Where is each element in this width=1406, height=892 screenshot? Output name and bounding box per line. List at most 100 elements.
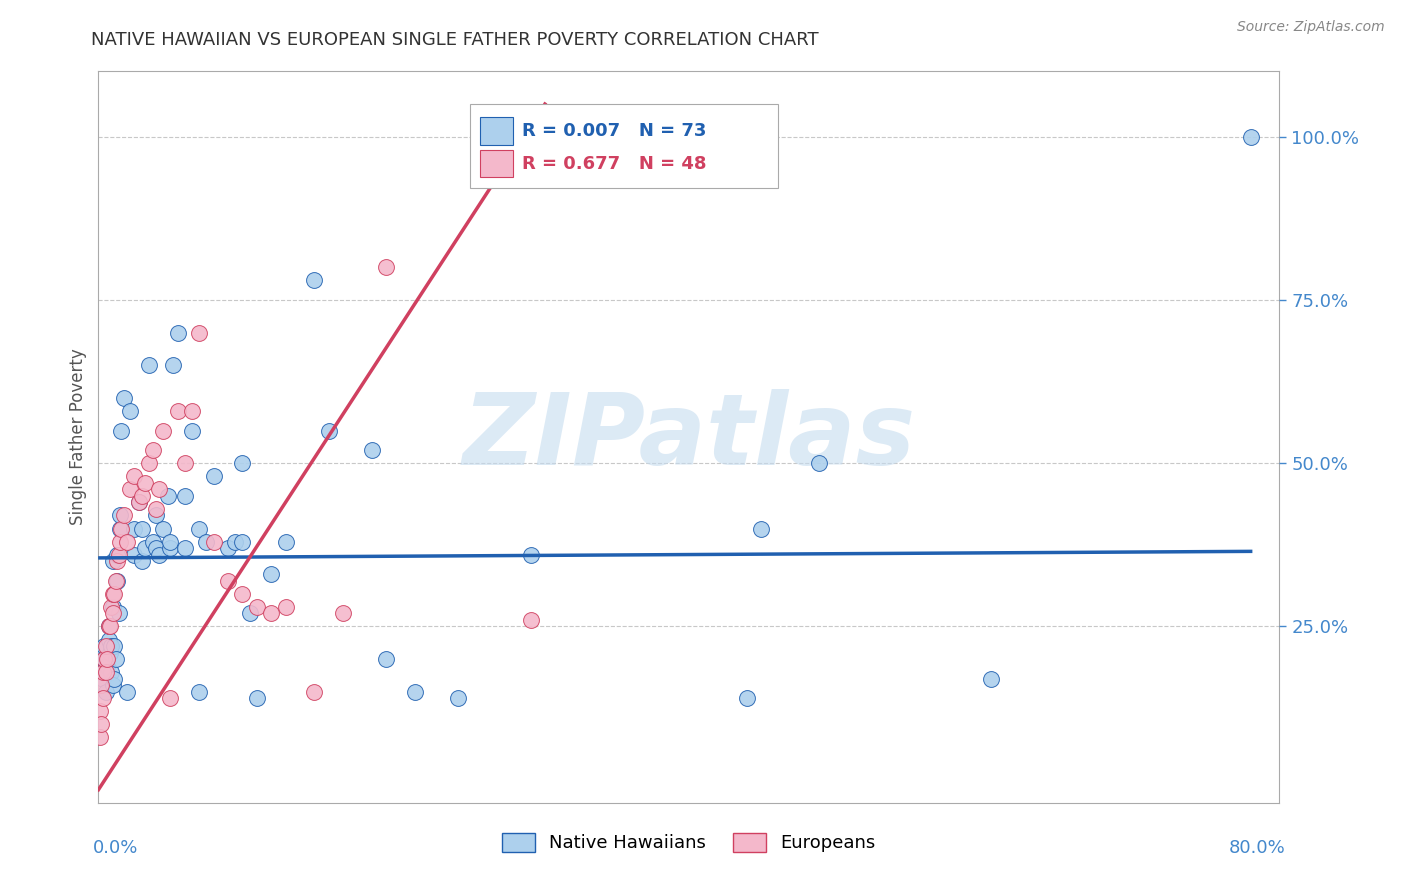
Point xyxy=(128,495,150,509)
Point xyxy=(134,541,156,555)
Point xyxy=(108,508,131,523)
Point xyxy=(260,607,283,621)
Point xyxy=(274,599,297,614)
Point xyxy=(173,489,195,503)
Point xyxy=(101,587,124,601)
Point xyxy=(142,443,165,458)
Point xyxy=(124,469,146,483)
Point xyxy=(128,495,150,509)
Point xyxy=(104,574,127,588)
FancyBboxPatch shape xyxy=(471,104,778,188)
Point xyxy=(104,652,127,666)
Point xyxy=(274,534,297,549)
Point xyxy=(89,705,111,719)
Point xyxy=(318,424,340,438)
Point xyxy=(152,424,174,438)
Point xyxy=(166,404,188,418)
Point xyxy=(89,652,111,666)
Point xyxy=(108,521,131,535)
Point xyxy=(115,534,138,549)
Point xyxy=(807,456,830,470)
Point xyxy=(94,639,117,653)
Point xyxy=(112,508,135,523)
Text: 0.0%: 0.0% xyxy=(93,839,138,857)
Point xyxy=(134,475,156,490)
Point xyxy=(173,541,195,555)
Point xyxy=(105,574,128,588)
Point xyxy=(90,717,112,731)
Point xyxy=(246,691,269,706)
Point xyxy=(142,534,165,549)
Point xyxy=(519,613,541,627)
Point xyxy=(96,658,118,673)
Point xyxy=(101,678,124,692)
Point xyxy=(202,469,225,483)
Point xyxy=(148,548,170,562)
Point xyxy=(108,534,131,549)
Point xyxy=(332,607,354,621)
Point xyxy=(231,587,253,601)
Point xyxy=(101,599,124,614)
Point xyxy=(162,358,184,372)
Point xyxy=(195,534,218,549)
Point xyxy=(107,607,129,621)
Point xyxy=(159,541,181,555)
Point xyxy=(94,665,117,680)
Point xyxy=(145,502,167,516)
Point xyxy=(105,548,128,562)
Point xyxy=(94,685,117,699)
Point xyxy=(173,456,195,470)
Point xyxy=(145,508,167,523)
Legend: Native Hawaiians, Europeans: Native Hawaiians, Europeans xyxy=(495,826,883,860)
Point xyxy=(120,404,142,418)
Text: R = 0.677   N = 48: R = 0.677 N = 48 xyxy=(523,154,707,172)
Text: Source: ZipAtlas.com: Source: ZipAtlas.com xyxy=(1237,20,1385,34)
Point xyxy=(224,534,246,549)
Y-axis label: Single Father Poverty: Single Father Poverty xyxy=(69,349,87,525)
Point xyxy=(91,691,114,706)
Point xyxy=(148,483,170,497)
Point xyxy=(110,521,132,535)
Point xyxy=(93,652,115,666)
Point xyxy=(260,567,283,582)
Point xyxy=(1240,129,1263,144)
Point xyxy=(980,672,1002,686)
Point xyxy=(90,678,112,692)
Point xyxy=(94,652,117,666)
Point xyxy=(181,404,204,418)
Point xyxy=(103,639,125,653)
Point xyxy=(124,548,146,562)
Point xyxy=(90,665,112,680)
Point xyxy=(145,541,167,555)
Point xyxy=(138,456,160,470)
Point xyxy=(110,424,132,438)
Point xyxy=(156,489,179,503)
Point xyxy=(375,260,398,275)
Point xyxy=(231,534,253,549)
Point xyxy=(115,685,138,699)
Point xyxy=(97,619,120,633)
Point xyxy=(304,273,326,287)
Point xyxy=(112,391,135,405)
FancyBboxPatch shape xyxy=(479,150,513,178)
Point xyxy=(101,607,124,621)
Text: NATIVE HAWAIIAN VS EUROPEAN SINGLE FATHER POVERTY CORRELATION CHART: NATIVE HAWAIIAN VS EUROPEAN SINGLE FATHE… xyxy=(91,31,820,49)
Point xyxy=(131,489,153,503)
Point xyxy=(100,599,122,614)
Point xyxy=(246,599,269,614)
Point xyxy=(97,632,120,647)
Point xyxy=(159,534,181,549)
Point xyxy=(91,665,114,680)
Point xyxy=(96,652,118,666)
Point xyxy=(103,587,125,601)
Point xyxy=(101,554,124,568)
Point xyxy=(159,691,181,706)
Text: 80.0%: 80.0% xyxy=(1229,839,1285,857)
Point xyxy=(188,521,211,535)
Point xyxy=(131,521,153,535)
Point xyxy=(166,326,188,340)
Point xyxy=(749,521,772,535)
Point xyxy=(188,685,211,699)
Point xyxy=(97,619,120,633)
Point xyxy=(404,685,426,699)
